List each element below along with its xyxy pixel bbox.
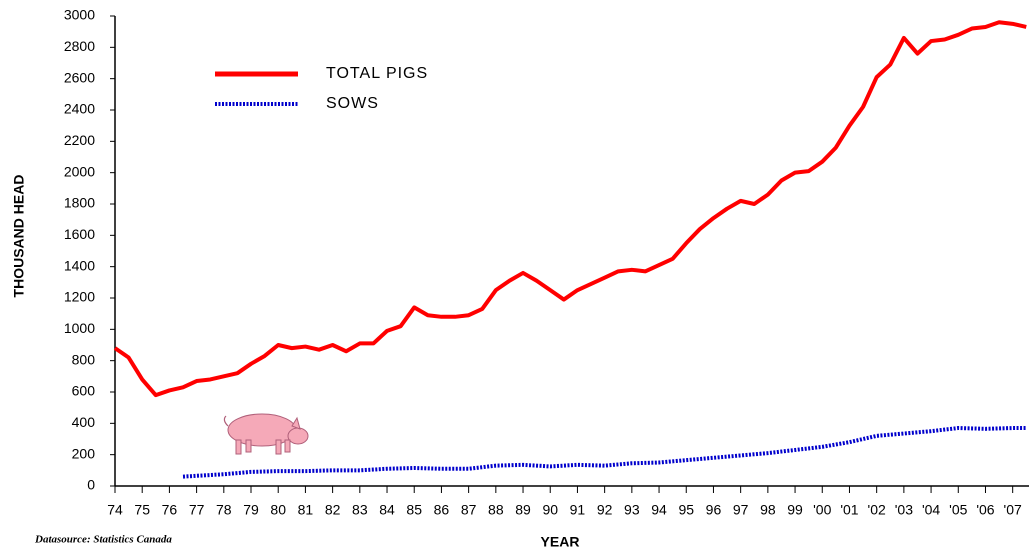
- x-tick-label: 74: [107, 502, 123, 518]
- y-tick-label: 2200: [64, 132, 95, 148]
- legend-text: TOTAL PIGS: [326, 65, 428, 82]
- x-tick-label: '00: [813, 502, 831, 518]
- y-tick-label: 400: [72, 414, 96, 430]
- y-tick-label: 800: [72, 351, 96, 367]
- x-tick-label: '02: [868, 502, 886, 518]
- data-line: [182, 426, 1027, 479]
- x-tick-label: 93: [624, 502, 640, 518]
- x-tick-label: 90: [542, 502, 558, 518]
- y-tick-label: 1600: [64, 226, 95, 242]
- x-tick-label: '07: [1004, 502, 1022, 518]
- y-tick-label: 200: [72, 445, 96, 461]
- x-tick-label: 83: [352, 502, 368, 518]
- pig-icon: [223, 413, 309, 455]
- x-tick-label: 84: [379, 502, 395, 518]
- x-tick-label: '03: [895, 502, 913, 518]
- source-note: Datasource: Statistics Canada: [34, 534, 172, 546]
- legend-text: SOWS: [326, 95, 379, 112]
- x-tick-label: 97: [733, 502, 749, 518]
- y-tick-label: 2600: [64, 69, 95, 85]
- x-tick-label: 80: [270, 502, 286, 518]
- x-tick-label: 88: [488, 502, 504, 518]
- x-tick-label: '05: [949, 502, 967, 518]
- y-tick-label: 600: [72, 383, 96, 399]
- y-tick-label: 2400: [64, 101, 95, 117]
- x-tick-label: 91: [570, 502, 586, 518]
- x-tick-label: 77: [189, 502, 205, 518]
- x-tick-label: 82: [325, 502, 341, 518]
- y-tick-label: 1000: [64, 320, 95, 336]
- x-tick-label: 79: [243, 502, 259, 518]
- x-tick-label: 85: [406, 502, 422, 518]
- x-tick-label: 95: [678, 502, 694, 518]
- x-tick-label: 99: [787, 502, 803, 518]
- x-tick-label: '06: [976, 502, 994, 518]
- y-tick-label: 2800: [64, 38, 95, 54]
- y-tick-label: 2000: [64, 163, 95, 179]
- y-tick-label: 3000: [64, 7, 95, 23]
- x-axis-title: YEAR: [541, 534, 580, 550]
- y-tick-label: 1400: [64, 257, 95, 273]
- y-axis-title: THOUSAND HEAD: [11, 175, 27, 298]
- x-tick-label: 78: [216, 502, 232, 518]
- x-tick-label: 94: [651, 502, 667, 518]
- x-tick-label: 92: [597, 502, 613, 518]
- x-tick-label: 86: [434, 502, 450, 518]
- x-tick-label: 96: [706, 502, 722, 518]
- y-tick-label: 1200: [64, 289, 95, 305]
- x-tick-label: '01: [840, 502, 858, 518]
- x-tick-label: 89: [515, 502, 531, 518]
- x-tick-label: 75: [134, 502, 150, 518]
- x-tick-label: 81: [298, 502, 314, 518]
- x-tick-label: 98: [760, 502, 776, 518]
- y-tick-label: 1800: [64, 195, 95, 211]
- x-tick-label: 76: [162, 502, 178, 518]
- x-tick-label: '04: [922, 502, 940, 518]
- x-tick-label: 87: [461, 502, 477, 518]
- y-tick-label: 0: [87, 477, 95, 493]
- data-line: [113, 20, 1027, 398]
